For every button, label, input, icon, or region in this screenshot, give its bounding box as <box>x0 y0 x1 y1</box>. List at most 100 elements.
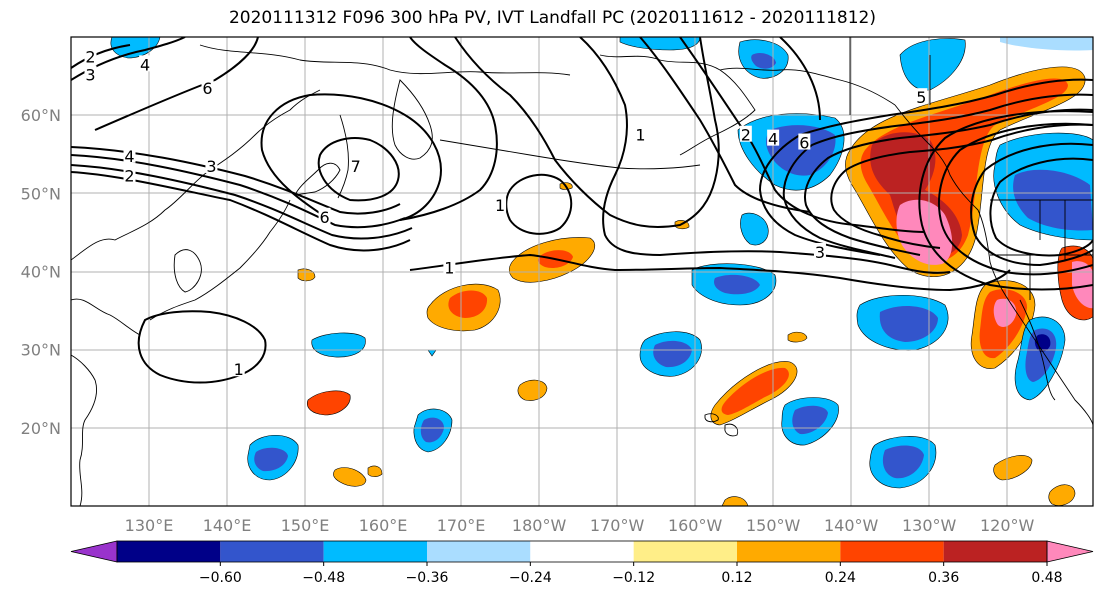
border-us-states <box>990 200 1093 300</box>
colorbar-extend-low <box>70 540 118 563</box>
negative-anomaly-shading <box>110 37 1093 489</box>
contour-label-background <box>767 129 780 146</box>
colorbar: −0.60 −0.48 −0.36 −0.24 −0.12 0.12 0.24 0.36 0.4… <box>70 540 1094 586</box>
colorbar-tick-label: −0.12 <box>612 570 655 586</box>
colorbar-tick-label: 0.36 <box>928 570 959 586</box>
anomaly-patch-gulf-cyan-small <box>740 212 769 246</box>
contour-label-background <box>798 133 811 150</box>
contour-label-background <box>349 156 362 173</box>
contour-label: 1 <box>234 360 244 379</box>
coastline-korea <box>173 249 202 293</box>
contour-label: 1 <box>635 126 645 145</box>
colorbar-tick-label: −0.48 <box>302 570 345 586</box>
coastline-baja <box>1019 299 1056 401</box>
contour-label: 6 <box>799 134 809 153</box>
coastline-kamchatka <box>391 79 433 160</box>
pv-contour-4-west <box>71 154 406 229</box>
anomaly-patch-165w-blue <box>653 340 692 368</box>
longitude-labels: 130°E 140°E 150°E 160°E 170°E 180°W 170°W 160°W… <box>125 516 1035 535</box>
anomaly-patch-east-edge-pink <box>1072 261 1093 309</box>
contour-label-background <box>123 166 136 183</box>
pv-contour-ridge-east-1 <box>970 142 1093 267</box>
contour-label-background <box>123 146 136 163</box>
anomaly-patch-north-canada-lightblue <box>1000 37 1093 51</box>
pv-contour-trough-2 <box>679 37 926 233</box>
colorbar-outline <box>116 540 1048 563</box>
coastline-north-america-west <box>894 104 1093 426</box>
contour-label-background <box>318 207 331 224</box>
colorbar-ticks: −0.60 −0.48 −0.36 −0.24 −0.12 0.12 0.24 0.36 0.4… <box>199 562 1063 586</box>
anomaly-patch-155e-cyan <box>311 332 366 358</box>
pv-contour-trough-a <box>779 37 821 121</box>
pv-contour-japan-low-1 <box>137 310 267 384</box>
pv-contour-ridge-east-3 <box>938 122 1093 276</box>
contour-label: 6 <box>202 79 212 98</box>
coastline-siberia-north <box>199 44 571 76</box>
longitude-label: 150°W <box>746 516 801 535</box>
contour-label: 2 <box>85 48 95 67</box>
longitude-label: 130°E <box>125 516 174 535</box>
contour-label: 3 <box>206 157 216 176</box>
longitude-label: 120°W <box>980 516 1035 535</box>
contour-label: 2 <box>124 166 134 185</box>
contour-label: 1 <box>495 196 505 215</box>
contour-label-background <box>201 78 214 95</box>
longitude-label: 160°E <box>359 516 408 535</box>
colorbar-tick-label: 0.48 <box>1031 570 1062 586</box>
latitude-label: 50°N <box>21 184 61 203</box>
map-title: 2020111312 F096 300 hPa PV, IVT Landfall… <box>228 8 876 28</box>
pv-contour-3-west <box>71 164 413 240</box>
anomaly-patch-small-orange-8 <box>787 331 808 343</box>
longitude-label: 140°E <box>203 516 252 535</box>
contour-label: 4 <box>140 55 150 74</box>
colorbar-tick-label: 0.12 <box>721 570 752 586</box>
colorbar-swatch <box>427 541 531 562</box>
coastline-aleutians <box>439 139 701 170</box>
pv-contour-siberian-ridge <box>260 93 442 221</box>
contour-label-background <box>915 88 928 105</box>
contour-label: 3 <box>815 243 825 262</box>
border-canada-us <box>849 37 1093 201</box>
colorbar-extend-high <box>1046 540 1094 563</box>
anomaly-patch-small-orange-3 <box>993 455 1033 481</box>
anomaly-patch-small-orange-4 <box>1048 484 1076 506</box>
contour-label: 4 <box>124 147 134 166</box>
coastline-japan <box>149 162 341 321</box>
anomaly-patch-small-orange-5 <box>721 496 749 506</box>
anomaly-patch-north-west-cyan <box>110 37 161 59</box>
anomaly-patch-small-orange-9 <box>367 465 383 477</box>
latitude-label: 20°N <box>21 419 61 438</box>
longitude-label: 180°W <box>512 516 567 535</box>
contour-label-background <box>205 156 218 173</box>
anomaly-patch-north-center-cyan <box>619 37 701 51</box>
anomaly-patch-170e-red <box>448 290 488 318</box>
anomaly-patch-baja-pink <box>993 298 1017 327</box>
pv-contour-ridge-east-4 <box>918 110 1093 291</box>
colorbar-swatch <box>840 541 944 562</box>
colorbar-swatch <box>117 541 221 562</box>
coastline-hawaii <box>704 413 739 437</box>
pv-contours <box>71 37 1093 384</box>
longitude-label: 130°W <box>902 516 957 535</box>
pv-contour-aleutian-ridge <box>399 37 498 221</box>
anomaly-patch-north-alaska-blue <box>751 52 776 69</box>
contour-label-background <box>139 55 152 72</box>
latitude-label: 40°N <box>21 263 61 282</box>
contour-label: 2 <box>741 126 751 145</box>
colorbar-swatches <box>70 540 1094 563</box>
pv-contour-6-west <box>71 146 401 215</box>
latitude-labels: 60°N 50°N 40°N 30°N 20°N <box>21 106 61 438</box>
pv-contour-trough-6 <box>830 123 1093 249</box>
pv-contour-trough-4 <box>782 93 1093 259</box>
longitude-label: 160°W <box>668 516 723 535</box>
longitude-label: 170°W <box>590 516 645 535</box>
pv-contour-trough-3 <box>758 78 1093 256</box>
colorbar-swatch <box>943 541 1047 562</box>
contour-label-background <box>739 125 752 142</box>
colorbar-swatch <box>737 541 841 562</box>
longitude-label: 140°W <box>824 516 879 535</box>
contour-label: 4 <box>768 130 778 149</box>
contour-label: 7 <box>351 157 361 176</box>
